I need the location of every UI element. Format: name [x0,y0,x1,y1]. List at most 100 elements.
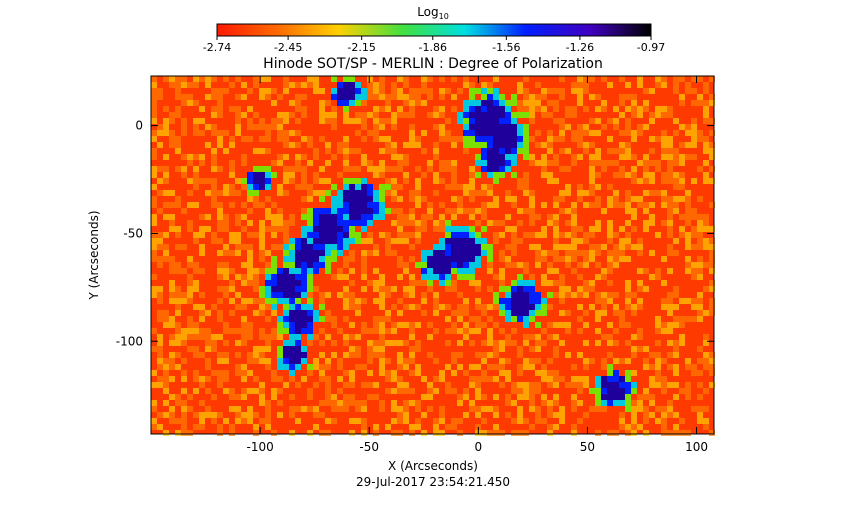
heatmap-cell [193,130,199,136]
heatmap-cell [439,370,445,376]
heatmap-cell [307,76,313,82]
heatmap-cell [499,112,505,118]
heatmap-cell [169,292,175,298]
heatmap-cell [187,262,193,268]
heatmap-cell [493,322,499,328]
heatmap-cell [559,274,565,280]
heatmap-cell [619,376,625,382]
heatmap-cell [319,232,325,238]
heatmap-cell [541,94,547,100]
heatmap-cell [373,124,379,130]
heatmap-cell [343,100,349,106]
heatmap-cell [271,226,277,232]
heatmap-cell [673,292,679,298]
heatmap-cell [319,238,325,244]
heatmap-cell [457,184,463,190]
heatmap-cell [385,166,391,172]
heatmap-cell [613,382,619,388]
heatmap-cell [349,352,355,358]
heatmap-cell [385,238,391,244]
heatmap-cell [307,184,313,190]
heatmap-cell [331,118,337,124]
heatmap-cell [535,106,541,112]
heatmap-cell [487,334,493,340]
heatmap-cell [349,184,355,190]
heatmap-cell [511,232,517,238]
heatmap-cell [319,328,325,334]
heatmap-cell [337,250,343,256]
heatmap-cell [361,88,367,94]
heatmap-cell [583,256,589,262]
heatmap-cell [151,220,157,226]
heatmap-cell [613,370,619,376]
heatmap-cell [193,346,199,352]
heatmap-cell [667,112,673,118]
heatmap-cell [565,286,571,292]
heatmap-cell [685,298,691,304]
heatmap-cell [463,184,469,190]
heatmap-cell [673,172,679,178]
heatmap-cell [469,364,475,370]
heatmap-cell [283,166,289,172]
heatmap-cell [703,142,709,148]
heatmap-cell [553,100,559,106]
heatmap-cell [157,208,163,214]
heatmap-cell [337,400,343,406]
heatmap-cell [319,364,325,370]
heatmap-cell [415,196,421,202]
heatmap-cell [175,292,181,298]
heatmap-cell [463,322,469,328]
heatmap-cell [253,274,259,280]
heatmap-cell [169,316,175,322]
heatmap-cell [211,394,217,400]
heatmap-cell [193,238,199,244]
heatmap-cell [469,94,475,100]
heatmap-cell [265,280,271,286]
heatmap-cell [271,262,277,268]
heatmap-cell [169,268,175,274]
heatmap-cell [487,244,493,250]
heatmap-cell [523,268,529,274]
heatmap-cell [661,424,667,430]
heatmap-cell [295,82,301,88]
heatmap-cell [241,340,247,346]
colorbar-tick-label: -2.15 [347,41,375,54]
heatmap-cell [193,376,199,382]
heatmap-cell [661,430,667,436]
heatmap-cell [697,166,703,172]
heatmap-cell [619,226,625,232]
heatmap-cell [361,406,367,412]
x-axis-label: X (Arcseconds) [388,459,478,473]
heatmap-cell [289,352,295,358]
heatmap-cell [685,256,691,262]
heatmap-cell [157,424,163,430]
heatmap-cell [607,322,613,328]
heatmap-cell [607,148,613,154]
heatmap-cell [667,340,673,346]
heatmap-cell [679,160,685,166]
heatmap-cell [631,166,637,172]
heatmap-cell [181,76,187,82]
heatmap-cell [541,418,547,424]
heatmap-cell [277,244,283,250]
heatmap-cell [367,346,373,352]
heatmap-cell [349,196,355,202]
heatmap-cell [373,244,379,250]
heatmap-cell [223,340,229,346]
heatmap-cell [493,76,499,82]
heatmap-cell [295,334,301,340]
heatmap-cell [427,94,433,100]
heatmap-cell [613,244,619,250]
heatmap-cell [499,172,505,178]
heatmap-cell [691,364,697,370]
heatmap-cell [271,370,277,376]
heatmap-cell [709,76,715,82]
heatmap-cell [457,112,463,118]
heatmap-cell [169,418,175,424]
heatmap-cell [217,106,223,112]
heatmap-cell [229,166,235,172]
heatmap-cell [553,334,559,340]
heatmap-cell [565,322,571,328]
heatmap-cell [217,238,223,244]
